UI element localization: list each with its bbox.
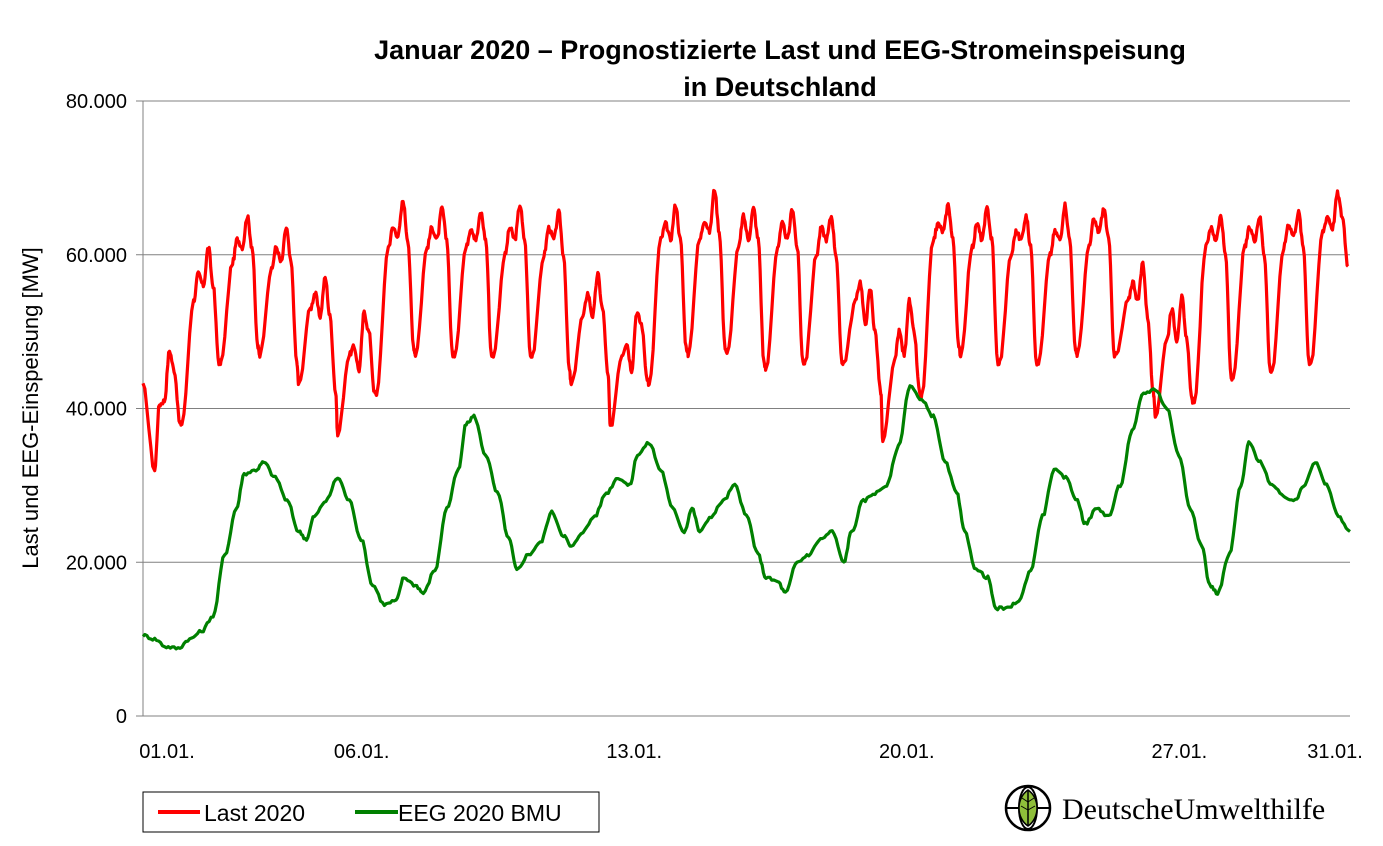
x-tick-label: 06.01.	[334, 741, 390, 763]
legend-label-last: Last 2020	[204, 800, 305, 826]
y-tick-label: 40.000	[66, 399, 127, 421]
y-tick-label: 0	[116, 706, 127, 728]
x-tick-label: 31.01.	[1307, 741, 1363, 763]
series-lines	[141, 188, 1351, 651]
x-tick-label: 27.01.	[1152, 741, 1208, 763]
logo: DeutscheUmwelthilfe	[1004, 784, 1325, 832]
y-tick-label: 20.000	[66, 552, 127, 574]
legend: Last 2020 EEG 2020 BMU	[142, 791, 600, 833]
y-tick-labels: 0 20.000 40.000 60.000 80.000	[66, 91, 127, 728]
series-line-eeg-2020-bmu	[141, 384, 1351, 651]
y-tick-label: 80.000	[66, 91, 127, 113]
axes	[136, 100, 1350, 717]
x-tick-labels: 01.01. 06.01. 13.01. 20.01. 27.01. 31.01.	[139, 741, 1363, 763]
series-line-last-2020	[141, 188, 1350, 473]
logo-text: DeutscheUmwelthilfe	[1062, 793, 1325, 826]
globe-leaf-icon	[1004, 784, 1052, 832]
x-tick-label: 01.01.	[139, 741, 195, 763]
grid-lines	[143, 100, 1350, 563]
x-tick-label: 13.01.	[606, 741, 662, 763]
y-axis-label: Last und EEG-Einspeisung [MW]	[18, 247, 43, 569]
x-tick-label: 20.01.	[879, 741, 935, 763]
y-tick-label: 60.000	[66, 245, 127, 267]
chart-title-line-2: in Deutschland	[683, 72, 877, 102]
chart-title-line-1: Januar 2020 – Prognostizierte Last und E…	[374, 35, 1186, 65]
legend-label-eeg: EEG 2020 BMU	[398, 800, 562, 826]
